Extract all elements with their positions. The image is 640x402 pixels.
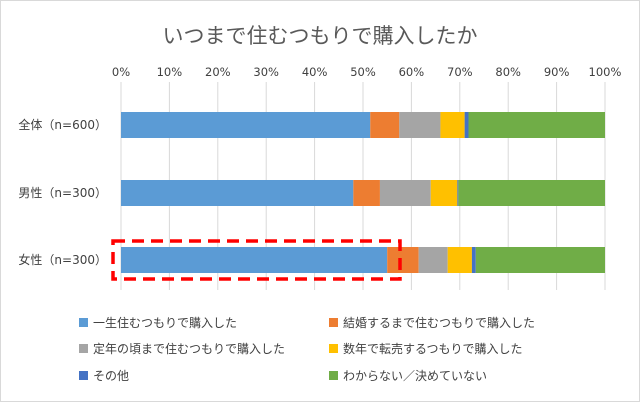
legend-entry: わからない／決めていない [343, 369, 487, 383]
chart-title: いつまで住むつもりで購入したか [163, 24, 478, 48]
bar-segment [447, 247, 472, 273]
bar-segment [430, 180, 458, 206]
x-tick-label: 90% [544, 65, 570, 79]
bar-segment [387, 247, 419, 273]
x-tick-label: 10% [157, 65, 183, 79]
bar-segment [458, 180, 605, 206]
legend-entry: 結婚するまで住むつもりで購入した [343, 316, 535, 330]
category-label: 女性（n=300） [18, 252, 107, 267]
x-tick-label: 40% [302, 65, 328, 79]
legend-swatch [79, 371, 88, 380]
bar-segment [457, 180, 459, 206]
bar-segment [353, 180, 380, 206]
bar-segment [121, 112, 371, 138]
x-tick-label: 20% [205, 65, 231, 79]
legend: 一生住むつもりで購入した 結婚するまで住むつもりで購入した定年の頃まで住むつもりで… [79, 316, 535, 383]
category-label: 全体（n=600） [18, 117, 107, 132]
legend-swatch [329, 371, 338, 380]
x-tick-label: 50% [350, 65, 376, 79]
x-tick-label: 80% [495, 65, 521, 79]
bar-segment [464, 112, 469, 138]
bar-segment [379, 180, 431, 206]
legend-swatch [329, 318, 338, 327]
bars [121, 112, 605, 273]
bar-segment [370, 112, 400, 138]
x-tick-labels: 0% 10% 20% 30% 40% 50% 60% 70% 80% 90% 100% [112, 65, 622, 79]
legend-entry: その他 [93, 369, 129, 383]
x-tick-label: 0% [112, 65, 130, 79]
legend-swatch [329, 344, 338, 353]
legend-entry: 一生住むつもりで購入した [93, 316, 237, 330]
x-tick-label: 100% [589, 65, 622, 79]
legend-entry: 数年で転売するつもりで購入した [343, 341, 523, 356]
bar-segment [440, 112, 465, 138]
bar-segment [399, 112, 441, 138]
x-tick-label: 60% [399, 65, 425, 79]
category-labels: 全体（n=600） 男性（n=300） 女性（n=300） [18, 117, 107, 267]
bar-segment [121, 247, 388, 273]
bar-segment [418, 247, 448, 273]
legend-swatch [79, 318, 88, 327]
highlight-box [111, 239, 402, 281]
x-tick-label: 30% [253, 65, 279, 79]
bar-segment [475, 247, 605, 273]
legend-entry: 定年の頃まで住むつもりで購入した [93, 341, 285, 356]
highlight-annotation [111, 239, 402, 281]
bar-segment [471, 247, 476, 273]
legend-swatch [79, 344, 88, 353]
bar-segment [121, 180, 354, 206]
category-label: 男性（n=300） [18, 186, 107, 200]
bar-segment [468, 112, 605, 138]
x-tick-label: 70% [447, 65, 473, 79]
